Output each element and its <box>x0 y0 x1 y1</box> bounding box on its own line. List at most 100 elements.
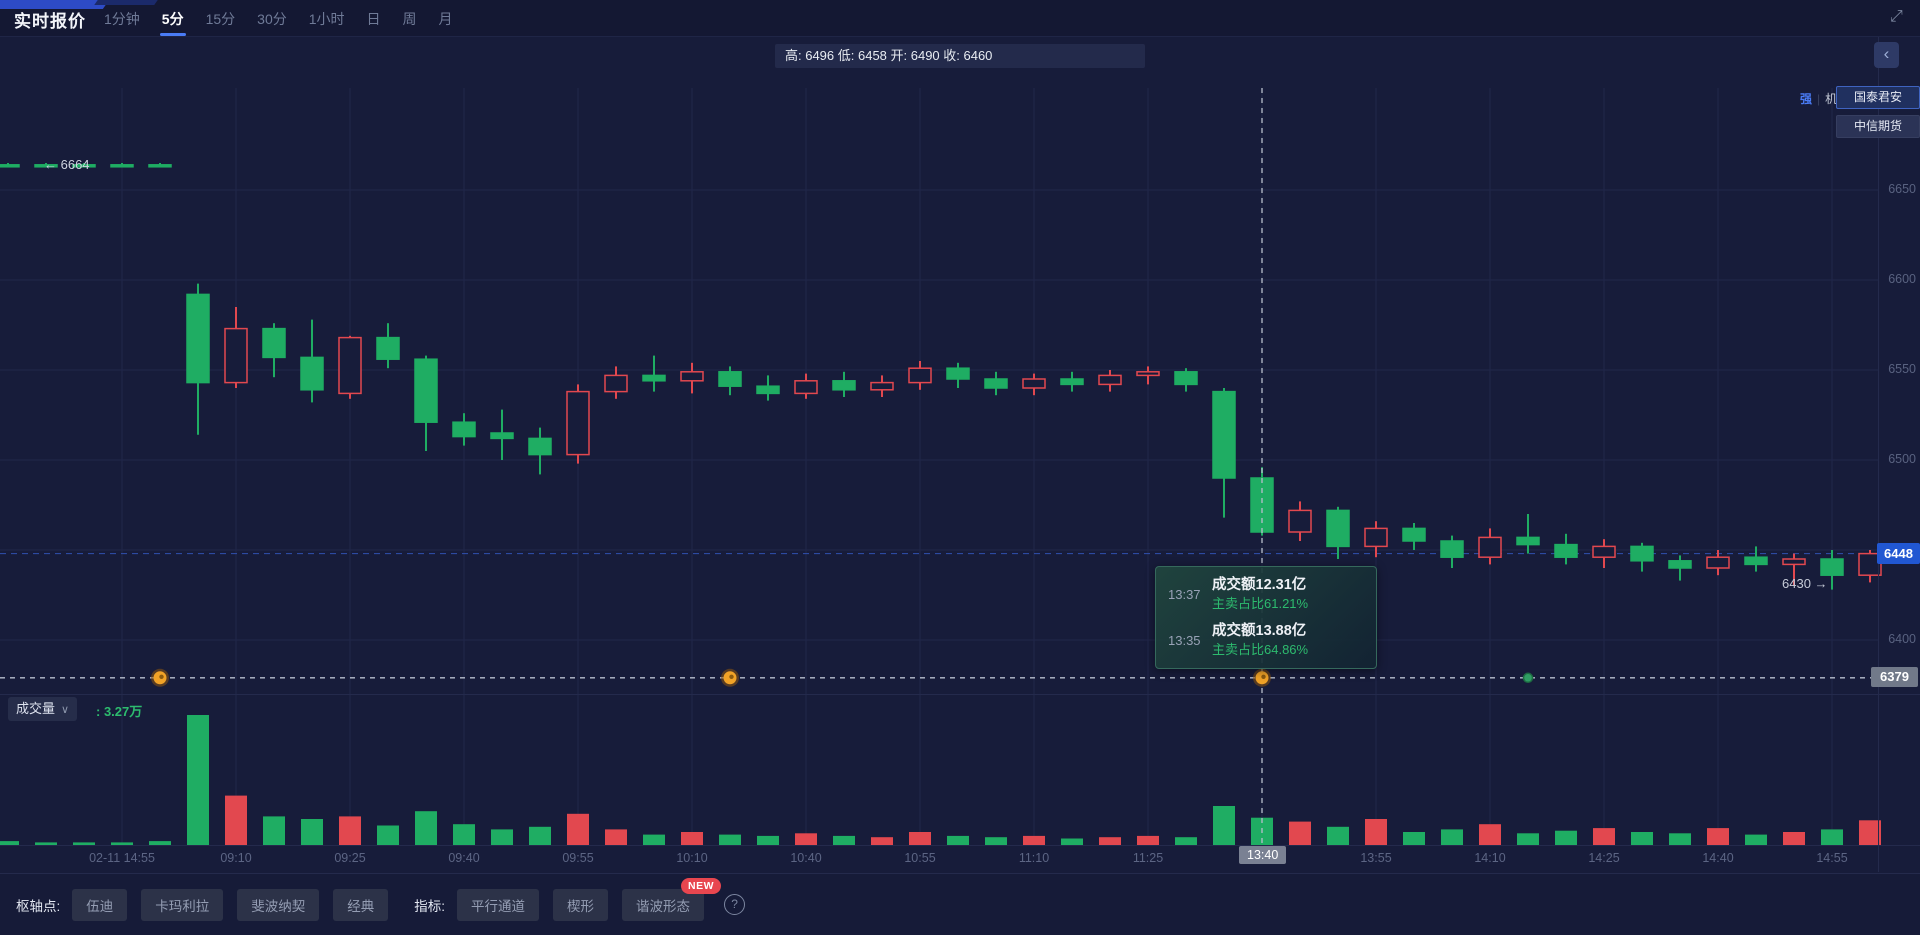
candle-body[interactable] <box>870 381 894 391</box>
tab-月[interactable]: 月 <box>438 11 453 27</box>
volume-bar[interactable] <box>491 829 513 845</box>
candle-body[interactable] <box>376 336 400 360</box>
volume-indicator-dropdown[interactable]: 成交量 ∨ <box>8 697 78 721</box>
volume-bar[interactable] <box>1821 829 1843 845</box>
candle-body[interactable] <box>680 371 704 382</box>
tab-日[interactable]: 日 <box>366 11 381 27</box>
tab-15分[interactable]: 15分 <box>205 11 236 27</box>
volume-bar[interactable] <box>1441 829 1463 845</box>
toolbar-button-楔形[interactable]: 楔形 <box>553 888 609 921</box>
volume-bar[interactable] <box>1099 837 1121 845</box>
candle-body[interactable] <box>1592 545 1616 558</box>
volume-bar[interactable] <box>529 826 551 845</box>
toolbar-button-卡玛利拉[interactable]: 卡玛利拉 <box>141 888 224 921</box>
candle-body[interactable] <box>794 380 818 395</box>
toolbar-button-经典[interactable]: 经典 <box>333 888 389 921</box>
candle-body[interactable] <box>1478 536 1502 558</box>
volume-bar[interactable] <box>1403 832 1425 845</box>
candle-body[interactable] <box>1022 378 1046 389</box>
candle-body[interactable] <box>262 327 286 359</box>
toolbar-button-伍迪[interactable]: 伍迪 <box>72 888 128 921</box>
candle-body[interactable] <box>566 390 590 456</box>
volume-bar[interactable] <box>1745 834 1767 845</box>
volume-bar[interactable] <box>225 795 247 845</box>
volume-bar[interactable] <box>795 833 817 845</box>
collapse-panel-button[interactable]: ‹ <box>1874 42 1899 68</box>
candle-body[interactable] <box>452 421 476 438</box>
candle-body[interactable] <box>1744 556 1768 566</box>
signal-marker-dot-icon[interactable] <box>1522 672 1534 684</box>
candle-body[interactable] <box>528 437 552 456</box>
candle-body[interactable] <box>1098 374 1122 386</box>
strong-badge-icon[interactable]: 强 <box>1800 92 1813 106</box>
candle-body[interactable] <box>1402 527 1426 542</box>
candle-body[interactable] <box>756 385 780 395</box>
volume-bar[interactable] <box>719 834 741 845</box>
volume-bar[interactable] <box>1061 838 1083 846</box>
candle-body[interactable] <box>832 380 856 391</box>
overlay-toggle-icons[interactable]: 强 | 机 <box>1800 90 1837 107</box>
candle-body[interactable] <box>34 164 58 168</box>
volume-bar[interactable] <box>681 832 703 845</box>
volume-bar[interactable] <box>1175 837 1197 845</box>
candle-body[interactable] <box>300 356 324 391</box>
candle-body[interactable] <box>1326 509 1350 548</box>
candle-body[interactable] <box>604 374 628 393</box>
volume-bar[interactable] <box>1669 833 1691 845</box>
tab-5分[interactable]: 5分 <box>162 9 184 36</box>
candle-body[interactable] <box>1782 558 1806 566</box>
candle-body[interactable] <box>946 367 970 380</box>
tab-1小时[interactable]: 1小时 <box>308 11 345 27</box>
candle-body[interactable] <box>1516 536 1540 546</box>
candle-body[interactable] <box>186 293 210 384</box>
volume-bar[interactable] <box>1213 806 1235 845</box>
volume-bar[interactable] <box>149 841 171 845</box>
candle-body[interactable] <box>1630 545 1654 562</box>
candle-body[interactable] <box>1440 540 1464 558</box>
volume-bar[interactable] <box>1631 832 1653 845</box>
volume-bar[interactable] <box>111 842 133 845</box>
volume-bar[interactable] <box>1707 828 1729 845</box>
volume-bar[interactable] <box>187 715 209 845</box>
volume-bar[interactable] <box>415 811 437 845</box>
help-icon[interactable]: ? <box>724 894 746 915</box>
volume-bar[interactable] <box>1593 828 1615 845</box>
candle-body[interactable] <box>1858 552 1882 576</box>
volume-bar[interactable] <box>263 816 285 845</box>
volume-bar[interactable] <box>909 832 931 845</box>
volume-bar[interactable] <box>301 819 323 845</box>
candle-body[interactable] <box>1060 378 1084 386</box>
volume-bar[interactable] <box>947 835 969 845</box>
volume-bar[interactable] <box>643 834 665 845</box>
volume-bar[interactable] <box>757 835 779 845</box>
volume-bar[interactable] <box>73 842 95 845</box>
candle-body[interactable] <box>1554 543 1578 558</box>
toolbar-button-谐波形态[interactable]: 谐波形态 NEW <box>622 877 722 921</box>
volume-bar[interactable] <box>1783 832 1805 845</box>
volume-bar[interactable] <box>1859 820 1881 845</box>
candle-body[interactable] <box>1288 509 1312 533</box>
volume-bar[interactable] <box>833 835 855 845</box>
fullscreen-icon[interactable]: ⤢ <box>1890 8 1903 25</box>
tab-周[interactable]: 周 <box>402 11 417 27</box>
candle-body[interactable] <box>718 371 742 387</box>
volume-bar[interactable] <box>35 842 57 845</box>
volume-bar[interactable] <box>339 816 361 845</box>
volume-bar[interactable] <box>0 841 19 845</box>
toolbar-button-平行通道[interactable]: 平行通道 <box>457 888 540 921</box>
candle-body[interactable] <box>338 336 362 395</box>
volume-bar[interactable] <box>1023 835 1045 845</box>
candle-body[interactable] <box>414 358 438 423</box>
volume-bar[interactable] <box>567 813 589 845</box>
volume-bar[interactable] <box>1137 835 1159 845</box>
candle-body[interactable] <box>1174 371 1198 386</box>
candle-body[interactable] <box>148 164 172 168</box>
candle-body[interactable] <box>0 164 20 168</box>
volume-bar[interactable] <box>377 825 399 846</box>
volume-bar[interactable] <box>1289 821 1311 845</box>
candle-body[interactable] <box>642 374 666 382</box>
toolbar-button-斐波纳契[interactable]: 斐波纳契 <box>237 888 320 921</box>
candle-body[interactable] <box>1364 527 1388 548</box>
candle-body[interactable] <box>1706 556 1730 569</box>
